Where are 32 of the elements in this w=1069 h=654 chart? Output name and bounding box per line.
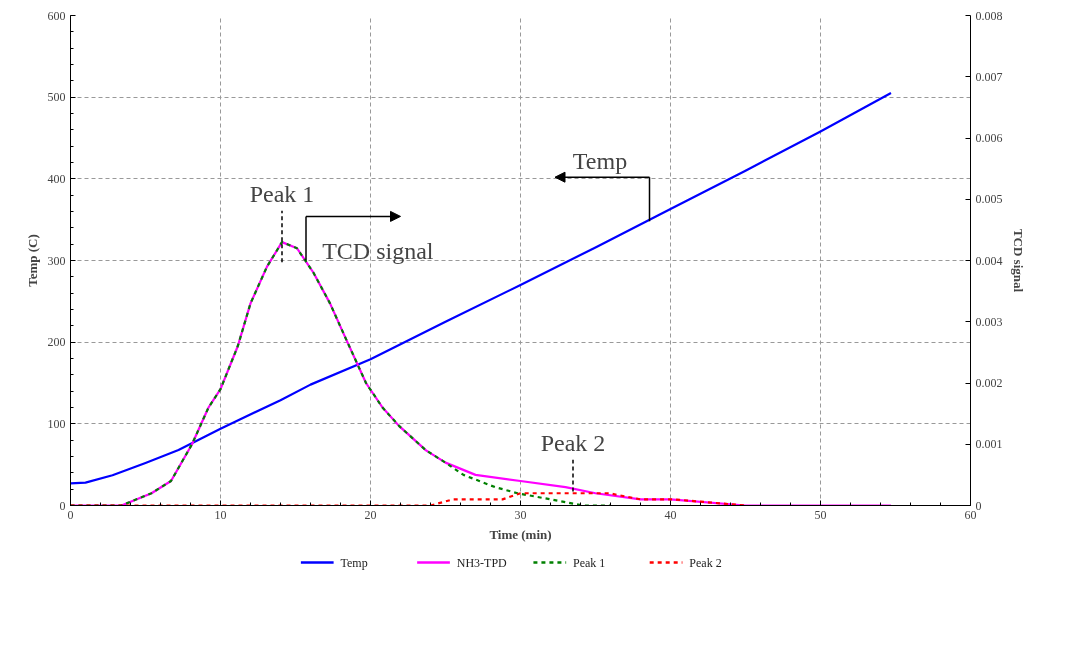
x-tick-label: 40 bbox=[664, 507, 677, 522]
y2-tick-label: 0.001 bbox=[975, 437, 1003, 452]
y2-axis-title: TCD signal bbox=[1010, 228, 1026, 293]
legend-label: NH3-TPD bbox=[456, 555, 508, 570]
y-tick-label: 100 bbox=[47, 416, 66, 431]
y2-tick-label: 0.005 bbox=[975, 192, 1003, 207]
x-axis-title: Time (min) bbox=[489, 526, 552, 542]
y-tick-label: 200 bbox=[47, 335, 66, 350]
y2-tick-label: 0.002 bbox=[975, 376, 1003, 390]
x-tick-label: 50 bbox=[814, 507, 827, 522]
y-tick-label: 400 bbox=[47, 171, 66, 186]
legend-label: Peak 1 bbox=[573, 555, 606, 570]
y-tick-label: 500 bbox=[47, 90, 66, 105]
x-tick-label: 30 bbox=[514, 507, 527, 522]
line-series bbox=[70, 91, 893, 485]
x-tick-label: 20 bbox=[364, 507, 377, 522]
x-tick-label: 10 bbox=[214, 507, 227, 522]
y2-tick-label: 0.004 bbox=[975, 253, 1003, 268]
annotation: Temp bbox=[572, 147, 628, 174]
legend-label: Temp bbox=[340, 555, 368, 570]
annotation: TCD signal bbox=[322, 238, 434, 265]
annotation: Peak 2 bbox=[540, 430, 606, 457]
y-axis-title: Temp (C) bbox=[24, 234, 40, 287]
legend-label: Peak 2 bbox=[689, 555, 722, 570]
x-tick-label: 60 bbox=[964, 507, 977, 522]
y-tick-label: 300 bbox=[47, 253, 66, 268]
y2-tick-label: 0.003 bbox=[975, 314, 1003, 329]
y2-tick-label: 0.008 bbox=[975, 8, 1003, 23]
y2-tick-label: 0.006 bbox=[975, 131, 1003, 145]
annotation: Peak 1 bbox=[249, 181, 315, 208]
y2-tick-label: 0.007 bbox=[975, 69, 1003, 84]
y-tick-label: 600 bbox=[47, 8, 66, 23]
